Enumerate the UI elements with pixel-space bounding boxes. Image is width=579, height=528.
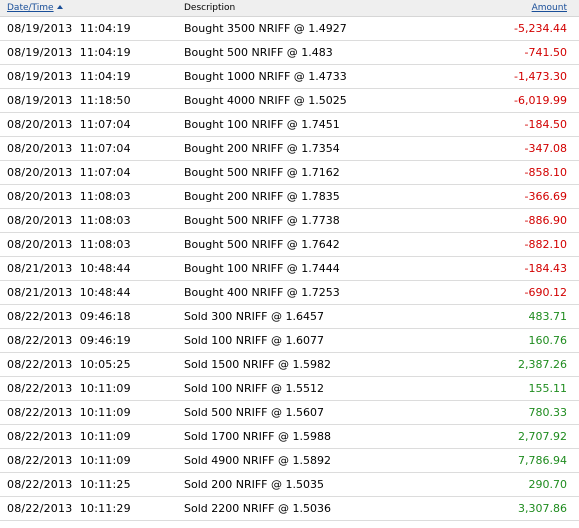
cell-description: Sold 500 NRIFF @ 1.5607 <box>184 405 324 419</box>
cell-amount: 3,307.86 <box>518 501 567 515</box>
cell-description: Sold 4900 NRIFF @ 1.5892 <box>184 453 331 467</box>
cell-amount: -886.90 <box>524 213 567 227</box>
cell-amount: 290.70 <box>528 477 568 491</box>
table-row: 08/19/2013 11:18:50 Bought 4000 NRIFF @ 1… <box>0 88 579 112</box>
table-row: 08/22/2013 10:11:09 Sold 100 NRIFF @ 1.55… <box>0 376 579 400</box>
cell-amount: -347.08 <box>524 141 567 155</box>
cell-amount: -1,473.30 <box>514 69 567 83</box>
table-row: 08/22/2013 10:11:25 Sold 200 NRIFF @ 1.50… <box>0 472 579 496</box>
cell-description: Bought 100 NRIFF @ 1.7444 <box>184 261 340 275</box>
cell-amount: -6,019.99 <box>514 93 567 107</box>
cell-amount: 2,707.92 <box>518 429 567 443</box>
cell-description: Bought 500 NRIFF @ 1.7642 <box>184 237 340 251</box>
table-row: 08/20/2013 11:07:04 Bought 200 NRIFF @ 1.… <box>0 136 579 160</box>
cell-description: Bought 100 NRIFF @ 1.7451 <box>184 117 340 131</box>
cell-amount: -184.43 <box>524 261 567 275</box>
cell-description: Sold 1700 NRIFF @ 1.5988 <box>184 429 331 443</box>
table-row: 08/22/2013 10:05:25 Sold 1500 NRIFF @ 1.5… <box>0 352 579 376</box>
cell-amount: -5,234.44 <box>514 21 567 35</box>
table-row: 08/20/2013 11:08:03 Bought 500 NRIFF @ 1.… <box>0 208 579 232</box>
cell-datetime: 08/20/2013 11:07:04 <box>7 117 131 131</box>
cell-amount: 483.71 <box>528 309 568 323</box>
header-description: Description <box>184 2 236 13</box>
sort-ascending-arrow-icon[interactable] <box>56 4 63 9</box>
cell-description: Bought 500 NRIFF @ 1.7162 <box>184 165 340 179</box>
cell-amount: 2,387.26 <box>518 357 567 371</box>
cell-amount: -184.50 <box>524 117 567 131</box>
table-row: 08/22/2013 10:11:09 Sold 500 NRIFF @ 1.56… <box>0 400 579 424</box>
cell-description: Bought 400 NRIFF @ 1.7253 <box>184 285 340 299</box>
cell-datetime: 08/20/2013 11:07:04 <box>7 165 131 179</box>
cell-amount: -882.10 <box>524 237 567 251</box>
table-row: 08/19/2013 11:04:19 Bought 500 NRIFF @ 1.… <box>0 40 579 64</box>
cell-datetime: 08/22/2013 10:11:09 <box>7 429 131 443</box>
cell-datetime: 08/22/2013 09:46:19 <box>7 333 131 347</box>
cell-description: Bought 4000 NRIFF @ 1.5025 <box>184 93 347 107</box>
cell-datetime: 08/19/2013 11:04:19 <box>7 21 131 35</box>
cell-amount: 160.76 <box>528 333 568 347</box>
cell-datetime: 08/22/2013 10:05:25 <box>7 357 131 371</box>
sort-amount-link[interactable]: Amount <box>531 2 567 13</box>
cell-amount: -366.69 <box>524 189 567 203</box>
table-row: 08/19/2013 11:04:19 Bought 1000 NRIFF @ 1… <box>0 64 579 88</box>
cell-description: Bought 500 NRIFF @ 1.7738 <box>184 213 340 227</box>
table-row: 08/20/2013 11:07:04 Bought 500 NRIFF @ 1.… <box>0 160 579 184</box>
cell-datetime: 08/19/2013 11:04:19 <box>7 45 131 59</box>
table-row: 08/21/2013 10:48:44 Bought 100 NRIFF @ 1.… <box>0 256 579 280</box>
cell-amount: -858.10 <box>524 165 567 179</box>
table-row: 08/21/2013 10:48:44 Bought 400 NRIFF @ 1.… <box>0 280 579 304</box>
header-datetime[interactable]: Date/Time <box>0 0 184 16</box>
cell-datetime: 08/22/2013 10:11:09 <box>7 453 131 467</box>
table-row: 08/20/2013 11:07:04 Bought 100 NRIFF @ 1.… <box>0 112 579 136</box>
cell-datetime: 08/20/2013 11:08:03 <box>7 237 131 251</box>
table-header-row: Date/Time Description Amount <box>0 0 579 16</box>
cell-description: Bought 1000 NRIFF @ 1.4733 <box>184 69 347 83</box>
cell-datetime: 08/21/2013 10:48:44 <box>7 261 131 275</box>
cell-datetime: 08/20/2013 11:08:03 <box>7 189 131 203</box>
cell-datetime: 08/19/2013 11:04:19 <box>7 69 131 83</box>
cell-datetime: 08/22/2013 10:11:25 <box>7 477 131 491</box>
cell-description: Sold 100 NRIFF @ 1.5512 <box>184 381 324 395</box>
cell-amount: -690.12 <box>524 285 567 299</box>
cell-datetime: 08/22/2013 10:11:09 <box>7 381 131 395</box>
table-row: 08/22/2013 10:11:29 Sold 2200 NRIFF @ 1.5… <box>0 496 579 520</box>
cell-datetime: 08/19/2013 11:18:50 <box>7 93 131 107</box>
cell-datetime: 08/20/2013 11:07:04 <box>7 141 131 155</box>
cell-description: Sold 300 NRIFF @ 1.6457 <box>184 309 324 323</box>
header-amount[interactable]: Amount <box>467 0 579 16</box>
sort-datetime-link[interactable]: Date/Time <box>7 2 54 13</box>
cell-datetime: 08/20/2013 11:08:03 <box>7 213 131 227</box>
cell-description: Sold 100 NRIFF @ 1.6077 <box>184 333 324 347</box>
table-row: 08/22/2013 09:46:18 Sold 300 NRIFF @ 1.64… <box>0 304 579 328</box>
table-row: 08/20/2013 11:08:03 Bought 500 NRIFF @ 1.… <box>0 232 579 256</box>
table-body: 08/19/2013 11:04:19 Bought 3500 NRIFF @ 1… <box>0 16 579 520</box>
cell-description: Bought 500 NRIFF @ 1.483 <box>184 45 333 59</box>
table-row: 08/19/2013 11:04:19 Bought 3500 NRIFF @ 1… <box>0 16 579 40</box>
cell-datetime: 08/22/2013 09:46:18 <box>7 309 131 323</box>
cell-description: Sold 200 NRIFF @ 1.5035 <box>184 477 324 491</box>
table-row: 08/20/2013 11:08:03 Bought 200 NRIFF @ 1.… <box>0 184 579 208</box>
cell-amount: 780.33 <box>528 405 568 419</box>
cell-description: Bought 3500 NRIFF @ 1.4927 <box>184 21 347 35</box>
table-row: 08/22/2013 09:46:19 Sold 100 NRIFF @ 1.60… <box>0 328 579 352</box>
cell-datetime: 08/22/2013 10:11:29 <box>7 501 131 515</box>
cell-amount: 7,786.94 <box>518 453 567 467</box>
cell-datetime: 08/22/2013 10:11:09 <box>7 405 131 419</box>
cell-amount: -741.50 <box>524 45 567 59</box>
cell-datetime: 08/21/2013 10:48:44 <box>7 285 131 299</box>
cell-description: Sold 2200 NRIFF @ 1.5036 <box>184 501 331 515</box>
table-row: 08/22/2013 10:11:09 Sold 4900 NRIFF @ 1.5… <box>0 448 579 472</box>
table-row: 08/22/2013 10:11:09 Sold 1700 NRIFF @ 1.5… <box>0 424 579 448</box>
cell-description: Sold 1500 NRIFF @ 1.5982 <box>184 357 331 371</box>
cell-amount: 155.11 <box>528 381 568 395</box>
cell-description: Bought 200 NRIFF @ 1.7835 <box>184 189 340 203</box>
cell-description: Bought 200 NRIFF @ 1.7354 <box>184 141 340 155</box>
